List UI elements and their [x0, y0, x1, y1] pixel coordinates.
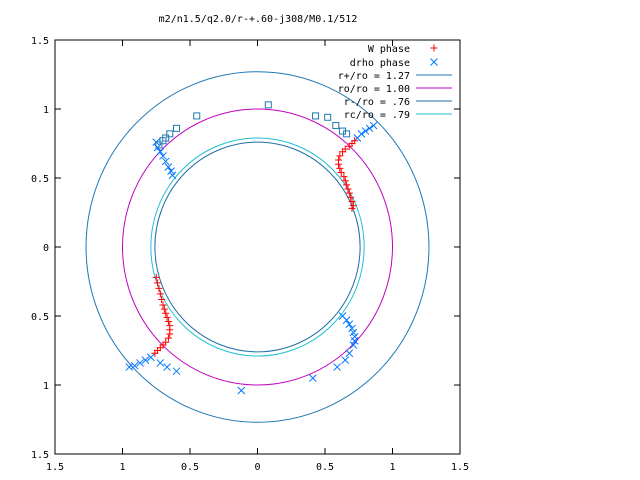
w-phase-point [341, 145, 349, 153]
reference-circles [85, 71, 430, 423]
square-point [155, 141, 163, 149]
w-phase-point [347, 193, 355, 201]
w-phase-point [162, 309, 170, 317]
w-phase-point [155, 284, 163, 292]
reference-circle [150, 137, 365, 357]
drho-phase-point [308, 374, 317, 382]
drho-phase-point [156, 359, 165, 367]
w-phase-point [349, 202, 357, 210]
reference-circle [154, 141, 361, 353]
drho-phase-point [136, 359, 144, 367]
y-tick-label: 1 [43, 381, 49, 392]
drho-phase-point [350, 336, 359, 345]
w-phase-point [340, 173, 348, 181]
x-tick-label: 0 [254, 462, 260, 473]
w-phase-point [343, 181, 351, 189]
drho-phase-point [172, 367, 181, 376]
w-phase-point [336, 152, 344, 160]
drho-phase-point [341, 356, 350, 365]
reference-circle [85, 71, 430, 423]
x-tick-label: 1 [389, 462, 395, 473]
drho-phase-point [156, 147, 165, 156]
x-tick-label: 1.5 [451, 462, 469, 473]
w-phase-point [337, 168, 345, 176]
y-axis-ticks: 1.5 1 0.5 0 0.5 1 1.5 [31, 36, 460, 461]
legend-label-ro: ro/ro = 1.00 [338, 84, 410, 95]
w-phase-point [351, 137, 359, 145]
legend-label-w-phase: W phase [368, 44, 410, 55]
drho-phase-point [348, 324, 356, 333]
w-phase-point [160, 305, 168, 313]
drho-phase-point [237, 386, 246, 395]
legend-symbols [416, 44, 452, 115]
w-phase-point [159, 301, 167, 309]
w-phase-point [163, 313, 171, 321]
x-tick-label: 0.5 [181, 462, 199, 473]
drho-phase-point [125, 363, 134, 371]
square-point [193, 112, 201, 120]
w-phase-point [344, 185, 352, 193]
square-point [312, 112, 320, 120]
square-point [264, 101, 272, 109]
y-tick-label: 1 [43, 105, 49, 116]
drho-phase-point [159, 152, 167, 160]
reference-circle [122, 108, 393, 386]
series-points [125, 101, 378, 395]
square-point [159, 137, 167, 145]
drho-phase-point [333, 363, 342, 371]
drho-phase-point [146, 353, 155, 362]
w-phase-point [348, 197, 356, 205]
w-phase-point [158, 295, 166, 303]
legend-label-r-minus: r-/ro = .76 [344, 97, 410, 108]
w-phase-point [152, 273, 160, 281]
w-phase-point [335, 156, 342, 164]
w-phase-point [164, 334, 172, 342]
square-point [324, 113, 332, 121]
drho-phase-point [349, 341, 358, 349]
drho-phase-point [349, 328, 358, 337]
drho-phase-point [345, 320, 354, 329]
legend: W phase drho phase r+/ro = 1.27 ro/ro = … [338, 44, 452, 121]
square-point [166, 130, 174, 138]
w-phase-point [154, 279, 162, 287]
square-point [343, 130, 351, 138]
legend-label-rc: rc/ro = .79 [344, 110, 410, 121]
drho-phase-point [168, 171, 177, 180]
w-phase-point [166, 330, 174, 338]
legend-label-drho-phase: drho phase [350, 58, 410, 69]
drho-phase-point [369, 121, 378, 130]
w-phase-point [151, 349, 159, 357]
y-tick-label: 1.5 [31, 36, 49, 47]
drho-phase-point [167, 167, 175, 175]
w-phase-point [336, 164, 344, 172]
y-tick-label: 0.5 [31, 312, 49, 323]
y-tick-label: 0.5 [31, 174, 49, 185]
legend-symbol-w-phase [430, 44, 438, 52]
square-point [332, 122, 340, 130]
drho-phase-point [345, 349, 354, 358]
drho-phase-point [357, 129, 366, 138]
w-phase-point [341, 177, 349, 185]
drho-phase-point [361, 127, 370, 135]
y-tick-label: 1.5 [31, 450, 49, 461]
x-axis-ticks: 1.5 1 0.5 0 0.5 1 1.5 [46, 40, 469, 473]
w-phase-point [156, 290, 164, 298]
legend-label-r-plus: r+/ro = 1.27 [338, 71, 410, 82]
legend-symbol-drho-phase [430, 58, 438, 66]
y-tick-label: 0 [43, 243, 49, 254]
chart-title: m2/n1.5/q2.0/r-+.60-j308/M0.1/512 [159, 14, 358, 25]
drho-phase-point [164, 163, 173, 171]
drho-phase-point [141, 356, 150, 365]
drho-phase-point [365, 124, 374, 133]
x-tick-label: 1.5 [46, 462, 64, 473]
x-tick-label: 0.5 [316, 462, 334, 473]
w-phase-point [345, 189, 353, 197]
drho-phase-point [163, 363, 171, 371]
w-phase-point [164, 318, 172, 326]
drho-phase-point [342, 316, 351, 324]
drho-phase-point [161, 157, 170, 166]
square-point [173, 124, 180, 132]
x-tick-label: 1 [119, 462, 125, 473]
